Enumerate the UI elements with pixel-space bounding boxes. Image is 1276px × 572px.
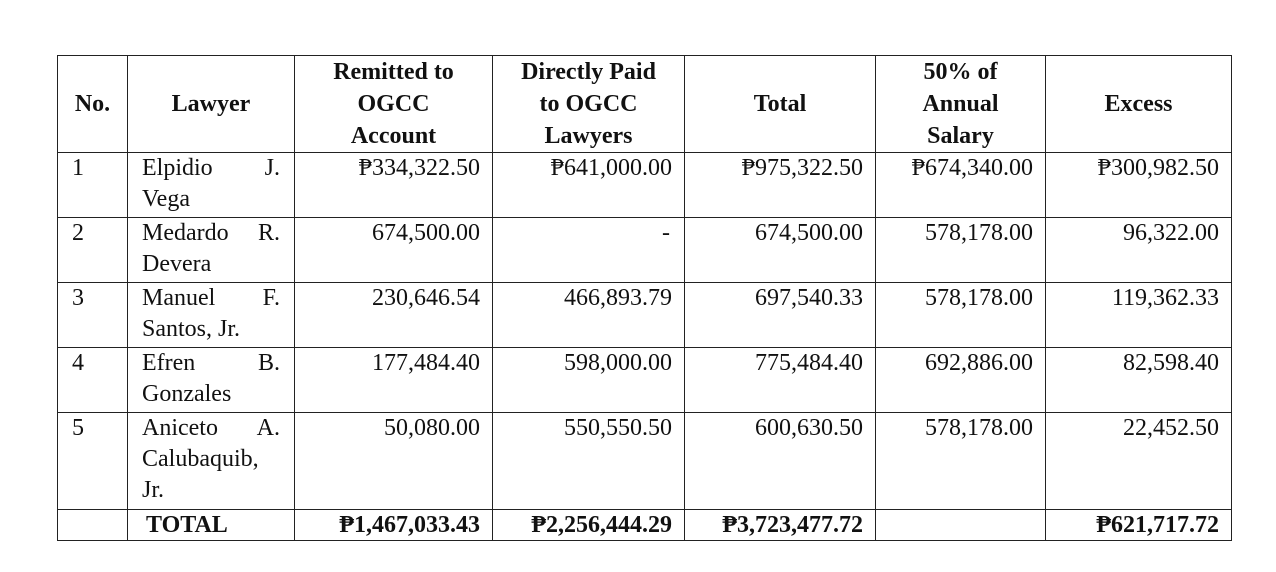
cell-excess: 22,452.50 [1045, 412, 1232, 510]
header-half-annual-salary: 50% of Annual Salary [875, 55, 1046, 153]
total-label: TOTAL [127, 509, 295, 541]
cell-total: 600,630.50 [684, 412, 876, 510]
cell-half-salary: 692,886.00 [875, 347, 1046, 413]
table-row: 1 Elpidio J. Vega ₱334,322.50 ₱641,000.0… [57, 152, 1232, 218]
cell-directly-paid: ₱641,000.00 [492, 152, 685, 218]
cell-half-salary: 578,178.00 [875, 282, 1046, 348]
cell-no: 2 [57, 217, 128, 283]
cell-excess: 119,362.33 [1045, 282, 1232, 348]
cell-lawyer: Aniceto A. Calubaquib, Jr. [127, 412, 295, 510]
header-row: No. Lawyer Remitted to OGCC Account Dire… [57, 55, 1232, 153]
table-row: 5 Aniceto A. Calubaquib, Jr. 50,080.00 5… [57, 412, 1232, 510]
cell-no: 4 [57, 347, 128, 413]
total-half-salary [875, 509, 1046, 541]
cell-directly-paid: - [492, 217, 685, 283]
cell-no: 5 [57, 412, 128, 510]
table-row: 2 Medardo R. Devera 674,500.00 - 674,500… [57, 217, 1232, 283]
cell-remitted: 674,500.00 [294, 217, 493, 283]
total-remitted: ₱1,467,033.43 [294, 509, 493, 541]
cell-directly-paid: 550,550.50 [492, 412, 685, 510]
cell-directly-paid: 466,893.79 [492, 282, 685, 348]
cell-remitted: 50,080.00 [294, 412, 493, 510]
header-lawyer: Lawyer [127, 55, 295, 153]
cell-total: 697,540.33 [684, 282, 876, 348]
header-excess: Excess [1045, 55, 1232, 153]
total-total: ₱3,723,477.72 [684, 509, 876, 541]
header-remitted: Remitted to OGCC Account [294, 55, 493, 153]
cell-half-salary: 578,178.00 [875, 217, 1046, 283]
cell-total: ₱975,322.50 [684, 152, 876, 218]
cell-lawyer: Elpidio J. Vega [127, 152, 295, 218]
table-row: 4 Efren B. Gonzales 177,484.40 598,000.0… [57, 347, 1232, 413]
cell-directly-paid: 598,000.00 [492, 347, 685, 413]
lawyer-fees-table: No. Lawyer Remitted to OGCC Account Dire… [57, 55, 1232, 541]
cell-lawyer: Manuel F. Santos, Jr. [127, 282, 295, 348]
header-total: Total [684, 55, 876, 153]
header-no: No. [57, 55, 128, 153]
cell-total: 775,484.40 [684, 347, 876, 413]
cell-half-salary: ₱674,340.00 [875, 152, 1046, 218]
total-excess: ₱621,717.72 [1045, 509, 1232, 541]
table-row: 3 Manuel F. Santos, Jr. 230,646.54 466,8… [57, 282, 1232, 348]
cell-remitted: 177,484.40 [294, 347, 493, 413]
cell-remitted: ₱334,322.50 [294, 152, 493, 218]
cell-total: 674,500.00 [684, 217, 876, 283]
cell-remitted: 230,646.54 [294, 282, 493, 348]
header-directly-paid: Directly Paid to OGCC Lawyers [492, 55, 685, 153]
cell-no-empty [57, 509, 128, 541]
cell-excess: 96,322.00 [1045, 217, 1232, 283]
cell-no: 3 [57, 282, 128, 348]
total-directly-paid: ₱2,256,444.29 [492, 509, 685, 541]
cell-excess: ₱300,982.50 [1045, 152, 1232, 218]
cell-half-salary: 578,178.00 [875, 412, 1046, 510]
cell-no: 1 [57, 152, 128, 218]
cell-excess: 82,598.40 [1045, 347, 1232, 413]
total-row: TOTAL ₱1,467,033.43 ₱2,256,444.29 ₱3,723… [57, 509, 1232, 541]
cell-lawyer: Efren B. Gonzales [127, 347, 295, 413]
cell-lawyer: Medardo R. Devera [127, 217, 295, 283]
